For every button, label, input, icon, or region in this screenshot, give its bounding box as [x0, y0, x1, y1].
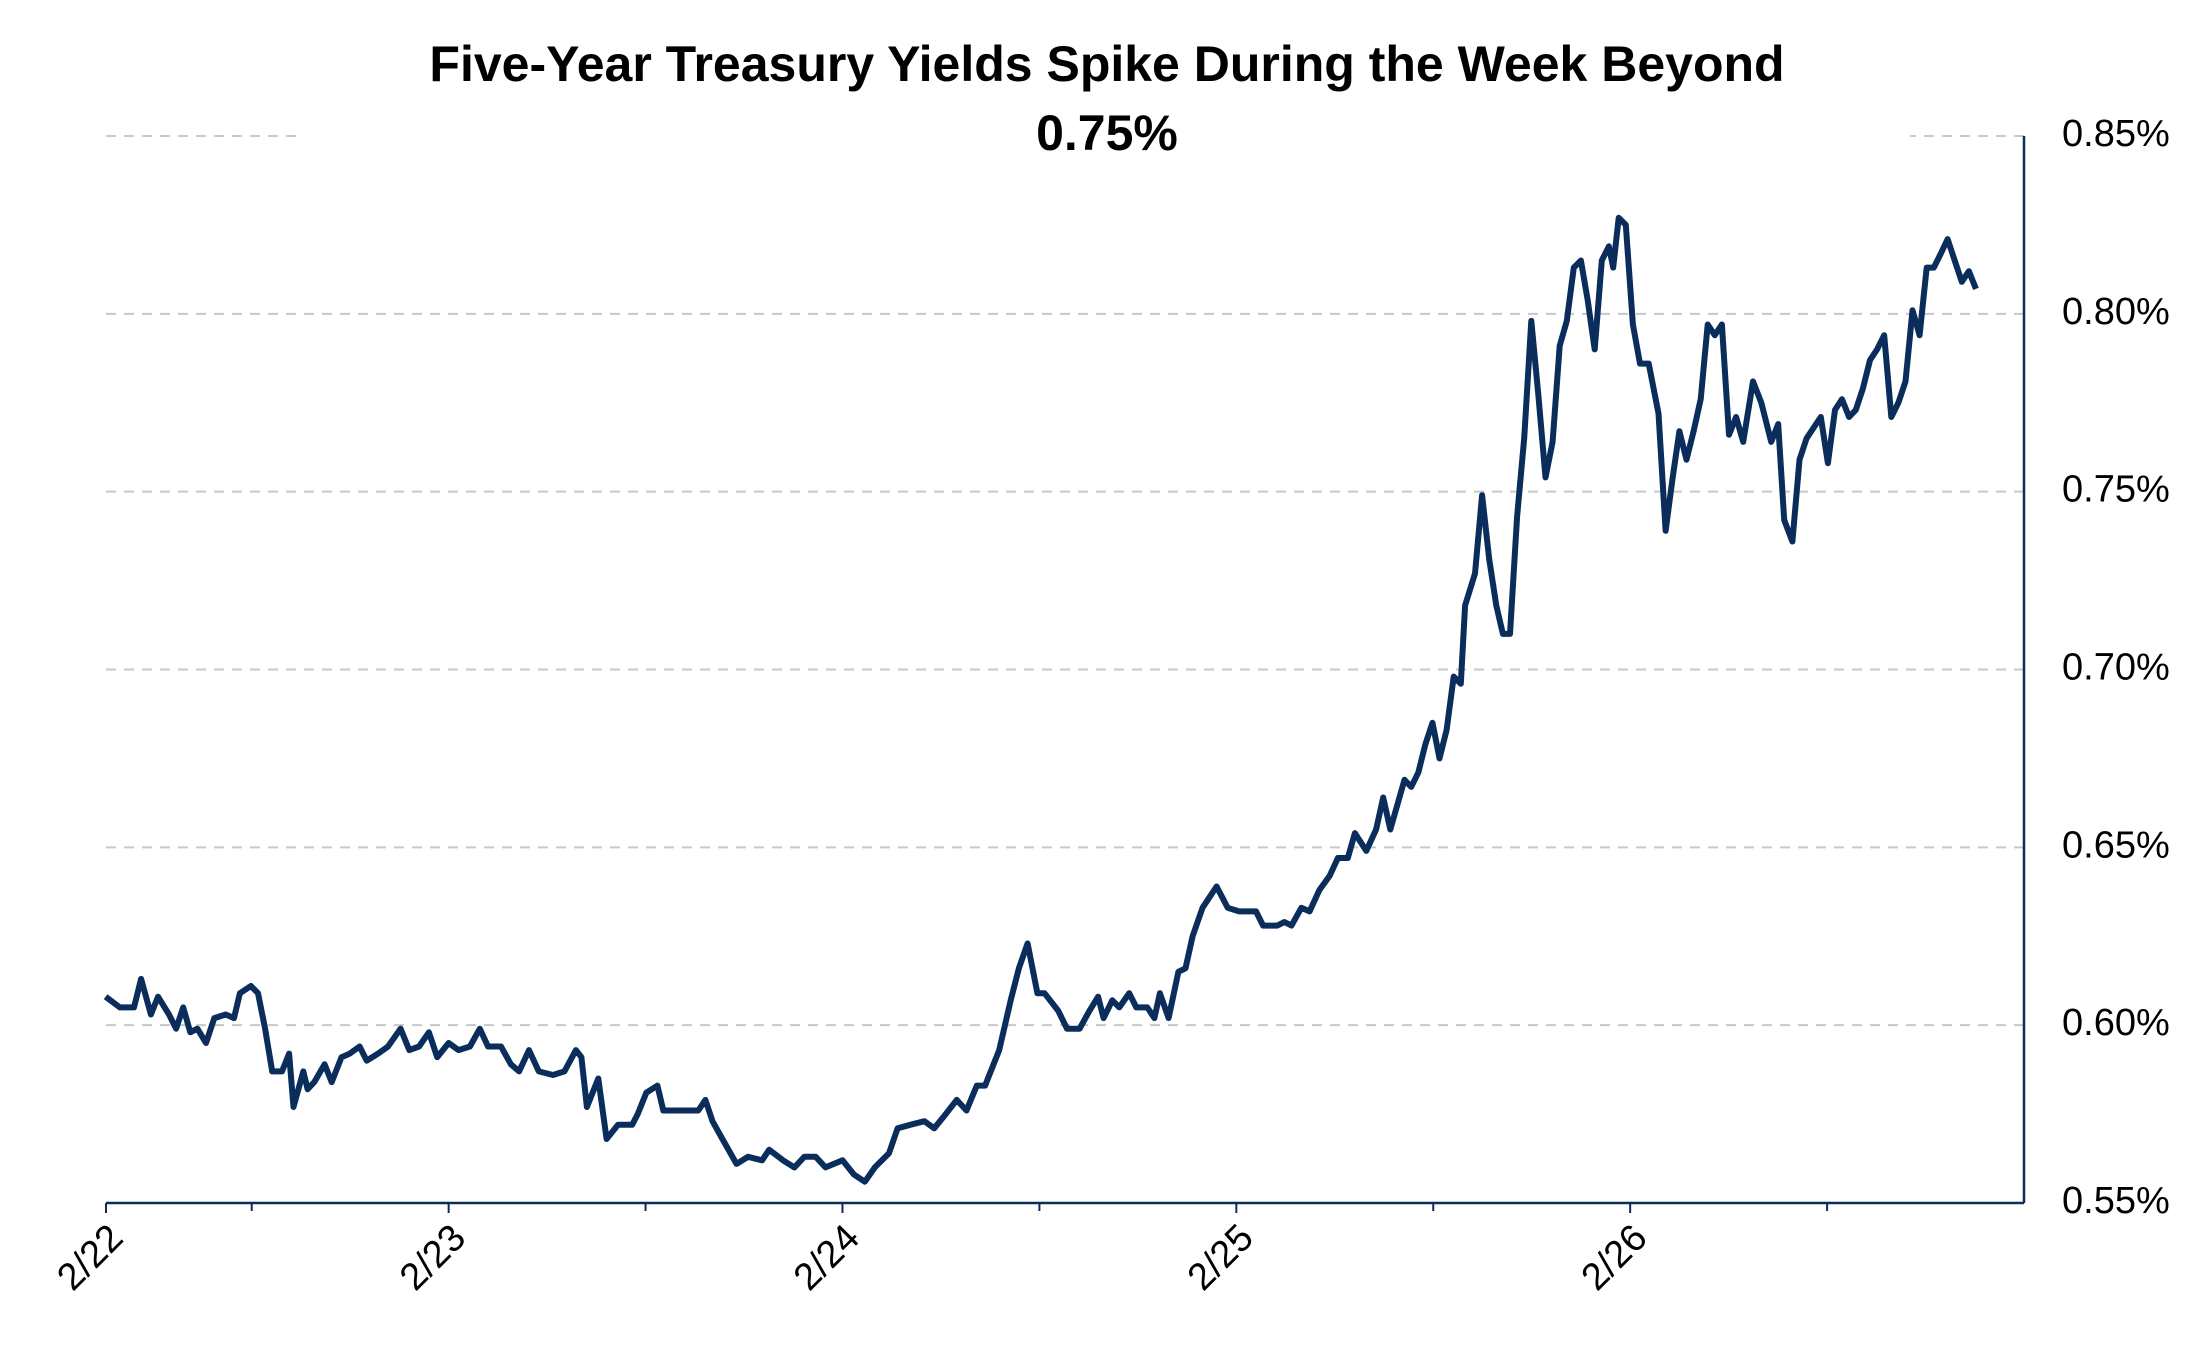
x-tick-label: 2/26 — [1574, 1217, 1656, 1299]
x-tick-label: 2/22 — [49, 1217, 131, 1299]
chart-title: Five-Year Treasury Yields Spike During t… — [429, 36, 1784, 92]
chart-title: 0.75% — [1036, 105, 1178, 161]
yield-line — [103, 214, 1979, 1185]
x-tick-label: 2/23 — [392, 1217, 474, 1299]
y-tick-label: 0.85% — [2062, 113, 2170, 155]
y-tick-label: 0.80% — [2062, 291, 2170, 333]
y-tick-label: 0.55% — [2062, 1180, 2170, 1222]
y-tick-label: 0.70% — [2062, 647, 2170, 689]
title-backdrop — [300, 30, 1910, 170]
x-tick-label: 2/24 — [786, 1217, 868, 1299]
y-tick-label: 0.65% — [2062, 824, 2170, 866]
y-tick-label: 0.60% — [2062, 1002, 2170, 1044]
x-tick-label: 2/25 — [1180, 1217, 1262, 1299]
y-tick-label: 0.75% — [2062, 469, 2170, 511]
